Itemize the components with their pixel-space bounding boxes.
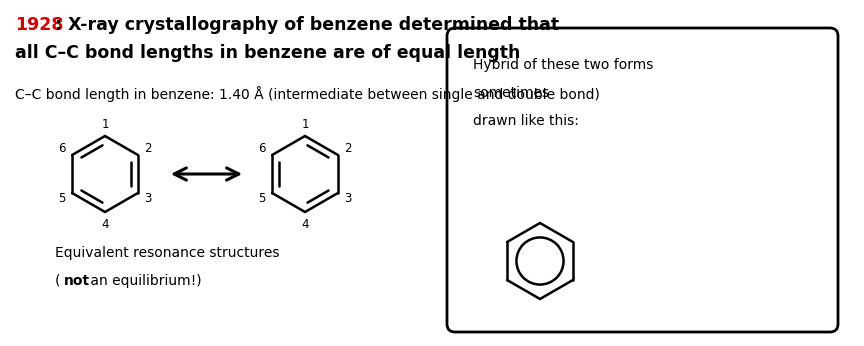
Text: drawn like this:: drawn like this: bbox=[473, 114, 579, 128]
Text: 5: 5 bbox=[58, 192, 66, 206]
Text: 2: 2 bbox=[345, 143, 352, 155]
FancyBboxPatch shape bbox=[447, 28, 838, 332]
Text: : X-ray crystallography of benzene determined that: : X-ray crystallography of benzene deter… bbox=[49, 16, 560, 34]
Text: 5: 5 bbox=[258, 192, 265, 206]
Text: 4: 4 bbox=[302, 218, 308, 230]
Text: not: not bbox=[64, 274, 90, 288]
Text: C–C bond length in benzene: 1.40 Å (intermediate between single and double bond): C–C bond length in benzene: 1.40 Å (inte… bbox=[15, 86, 600, 102]
Text: Hybrid of these two forms: Hybrid of these two forms bbox=[473, 58, 653, 72]
Text: (: ( bbox=[55, 274, 60, 288]
Text: 1: 1 bbox=[101, 118, 109, 130]
Text: 1928: 1928 bbox=[15, 16, 63, 34]
Text: sometimes: sometimes bbox=[473, 86, 550, 100]
Text: 3: 3 bbox=[144, 192, 152, 206]
Text: 2: 2 bbox=[144, 143, 152, 155]
Text: an equilibrium!): an equilibrium!) bbox=[86, 274, 201, 288]
Text: 1: 1 bbox=[302, 118, 308, 130]
Text: 6: 6 bbox=[258, 143, 265, 155]
Text: all C–C bond lengths in benzene are of equal length: all C–C bond lengths in benzene are of e… bbox=[15, 45, 520, 63]
Text: 3: 3 bbox=[345, 192, 352, 206]
Text: 4: 4 bbox=[101, 218, 109, 230]
Text: 6: 6 bbox=[58, 143, 66, 155]
Text: Equivalent resonance structures: Equivalent resonance structures bbox=[55, 246, 279, 260]
